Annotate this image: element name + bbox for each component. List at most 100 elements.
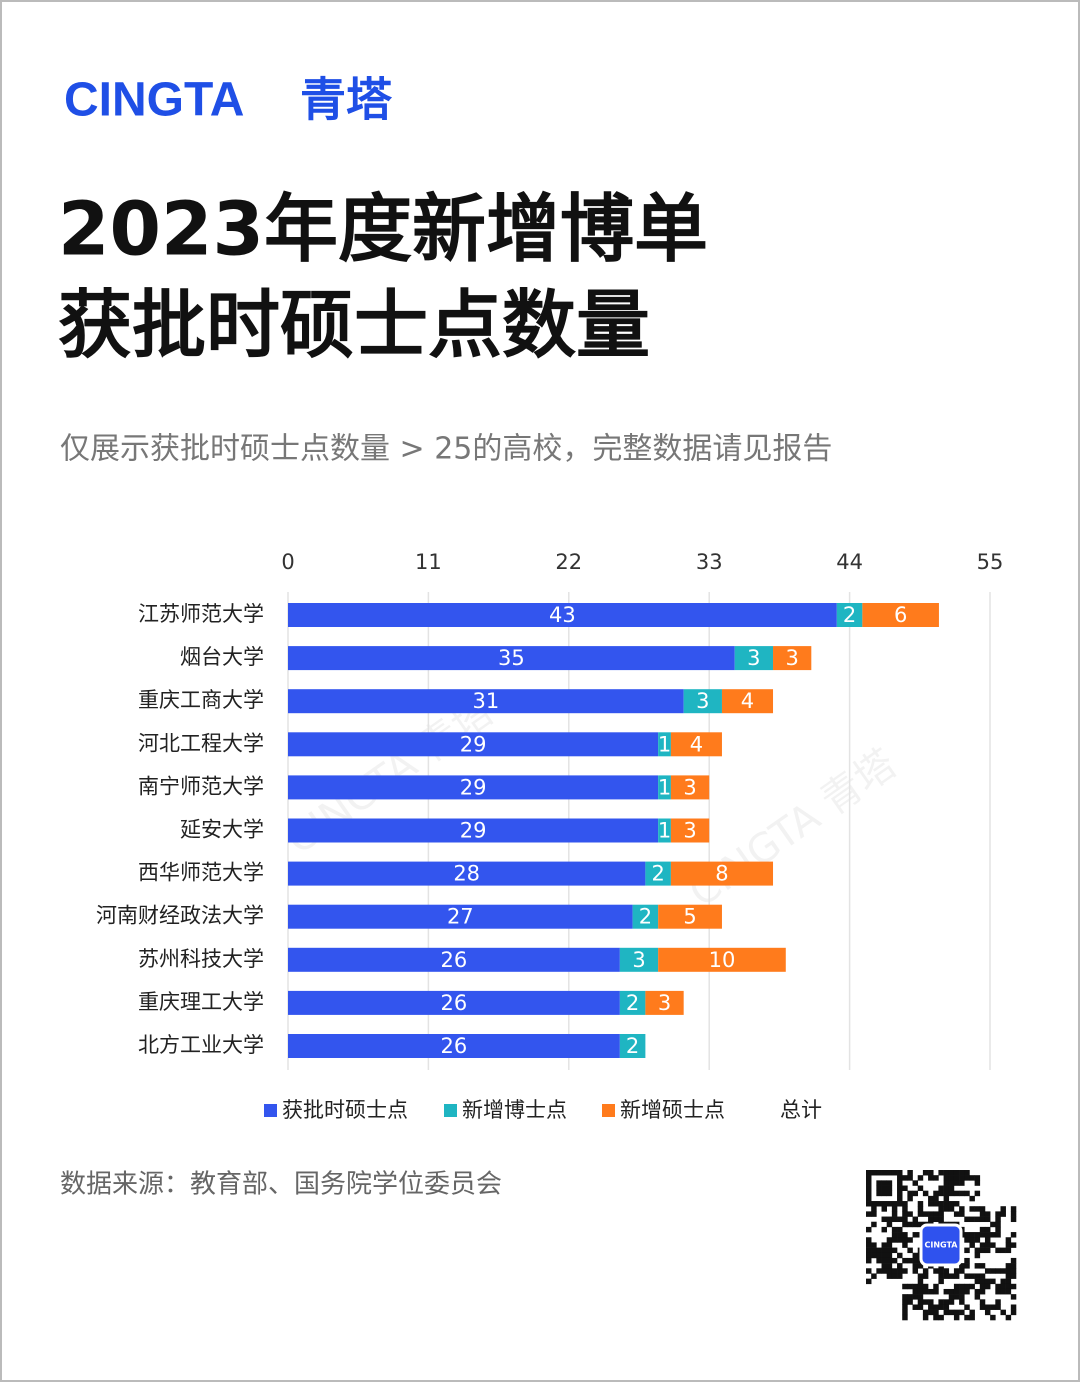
qr-module xyxy=(969,1314,975,1321)
qr-module xyxy=(912,1190,919,1197)
qr-module xyxy=(897,1170,903,1176)
qr-module xyxy=(984,1226,991,1233)
qr-module xyxy=(902,1185,908,1191)
qr-module xyxy=(990,1314,996,1321)
qr-module xyxy=(984,1232,991,1238)
legend-label: 新增博士点 xyxy=(462,1098,567,1122)
qr-module xyxy=(969,1216,975,1223)
qr-module xyxy=(917,1185,924,1191)
qr-module xyxy=(902,1216,908,1223)
qr-module xyxy=(1010,1294,1017,1300)
x-tick-label: 11 xyxy=(415,550,442,574)
qr-module xyxy=(891,1247,898,1254)
bar-segment xyxy=(288,1034,620,1058)
qr-module xyxy=(943,1206,950,1212)
qr-module xyxy=(881,1190,887,1197)
bar-value-label: 26 xyxy=(441,948,468,972)
qr-module xyxy=(943,1175,950,1181)
qr-module xyxy=(953,1309,960,1316)
qr-module xyxy=(1005,1283,1012,1290)
qr-module xyxy=(964,1257,970,1264)
qr-module xyxy=(912,1263,919,1269)
legend-label: 获批时硕士点 xyxy=(282,1098,408,1122)
qr-module xyxy=(886,1190,893,1197)
qr-module xyxy=(907,1294,913,1300)
qr-module xyxy=(933,1268,939,1274)
qr-module xyxy=(953,1190,960,1197)
qr-module xyxy=(979,1273,986,1279)
qr-module xyxy=(897,1263,903,1269)
qr-module xyxy=(959,1309,965,1316)
bar-segment xyxy=(658,904,722,929)
qr-module xyxy=(933,1216,939,1223)
bar-segment xyxy=(288,990,620,1015)
qr-module xyxy=(969,1283,975,1290)
qr-module xyxy=(881,1263,887,1269)
qr-module xyxy=(922,1190,929,1197)
qr-module xyxy=(902,1294,908,1300)
qr-module xyxy=(866,1247,872,1254)
qr-module xyxy=(917,1263,924,1269)
qr-module xyxy=(943,1309,950,1316)
qr-module xyxy=(902,1201,908,1207)
qr-module xyxy=(912,1283,919,1290)
x-tick-label: 33 xyxy=(696,550,723,574)
qr-module xyxy=(974,1247,981,1254)
qr-module xyxy=(886,1268,893,1274)
qr-module xyxy=(866,1257,872,1264)
qr-module xyxy=(1010,1242,1017,1248)
y-tick-label: 苏州科技大学 xyxy=(138,947,264,971)
qr-module xyxy=(912,1180,919,1186)
qr-module xyxy=(953,1294,960,1300)
qr-module xyxy=(922,1170,929,1176)
qr-module xyxy=(974,1175,981,1181)
qr-module xyxy=(1005,1278,1012,1285)
qr-module xyxy=(928,1299,934,1305)
qr-module xyxy=(1000,1278,1006,1285)
qr-module xyxy=(886,1221,893,1228)
qr-module xyxy=(969,1175,975,1181)
bar-value-label: 2 xyxy=(626,1034,639,1058)
qr-module xyxy=(1005,1247,1012,1254)
bar-segment xyxy=(658,732,671,757)
qr-module xyxy=(881,1216,887,1223)
y-tick-label: 重庆理工大学 xyxy=(138,990,264,1014)
qr-module xyxy=(866,1211,872,1217)
qr-module xyxy=(922,1273,929,1279)
qr-module xyxy=(959,1294,965,1300)
bar-segment xyxy=(288,947,620,972)
qr-module xyxy=(948,1175,955,1181)
bar-value-label: 28 xyxy=(453,862,480,886)
qr-module xyxy=(1010,1309,1017,1316)
qr-module xyxy=(974,1232,981,1238)
qr-module xyxy=(912,1288,919,1295)
qr-module xyxy=(891,1226,898,1233)
qr-module xyxy=(907,1175,913,1181)
qr-module xyxy=(948,1180,955,1186)
bar-segment xyxy=(288,732,659,757)
qr-logo-label: CINGTA xyxy=(925,1241,959,1250)
qr-module xyxy=(1010,1304,1017,1310)
qr-module xyxy=(866,1195,872,1202)
bar-segment xyxy=(734,646,774,671)
x-tick-label: 55 xyxy=(977,550,1004,574)
qr-module xyxy=(984,1242,991,1248)
qr-module xyxy=(876,1170,882,1176)
qr-module xyxy=(995,1221,1001,1228)
qr-module xyxy=(907,1299,913,1305)
qr-module xyxy=(897,1175,903,1181)
qr-module xyxy=(953,1211,960,1217)
qr-module xyxy=(917,1206,924,1212)
qr-module xyxy=(959,1170,965,1176)
qr-module xyxy=(979,1278,986,1285)
y-tick-label: 河北工程大学 xyxy=(138,731,264,755)
qr-module xyxy=(943,1170,950,1176)
bar-segment xyxy=(773,646,812,671)
bar-value-label: 26 xyxy=(441,1034,468,1058)
bar-value-label: 2 xyxy=(843,603,856,627)
bar-value-label: 2 xyxy=(626,991,639,1015)
qr-module xyxy=(902,1175,908,1181)
y-tick-label: 延安大学 xyxy=(180,818,264,842)
bar-value-label: 1 xyxy=(658,732,671,756)
bar-value-label: 8 xyxy=(715,862,728,886)
